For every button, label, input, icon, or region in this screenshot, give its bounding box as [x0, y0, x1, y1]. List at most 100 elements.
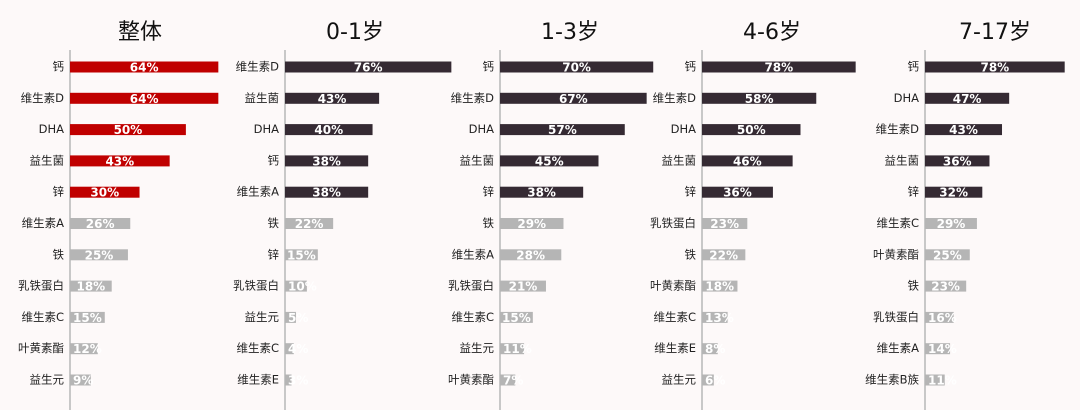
value-label: 30% [90, 186, 119, 200]
category-label: 益生菌 [662, 153, 697, 167]
category-label: 维生素C [21, 310, 64, 324]
bar [702, 343, 718, 355]
category-label: 维生素A [877, 341, 919, 355]
value-label: 50% [114, 123, 143, 137]
category-label: 维生素E [237, 373, 279, 387]
category-label: 维生素A [237, 185, 279, 199]
bar [285, 124, 373, 136]
value-label: 7% [503, 374, 523, 388]
value-label: 64% [130, 61, 159, 75]
bar [925, 61, 1065, 73]
bar [500, 155, 599, 167]
value-label: 16% [928, 311, 957, 325]
category-label: 乳铁蛋白 [233, 279, 279, 293]
bar [285, 343, 294, 355]
category-label: 叶黄素酯 [650, 279, 696, 293]
bar [702, 155, 793, 167]
bar [500, 311, 533, 323]
value-label: 21% [509, 280, 538, 294]
value-label: 45% [535, 154, 564, 168]
value-label: 78% [764, 61, 793, 75]
bar [500, 124, 625, 136]
category-label: 叶黄素酯 [18, 341, 64, 355]
value-label: 23% [931, 280, 960, 294]
value-label: 25% [85, 248, 114, 262]
bar [500, 249, 562, 261]
category-label: 维生素D [236, 60, 279, 74]
bar [285, 61, 452, 73]
category-label: 益生元 [460, 341, 495, 355]
bar [925, 343, 951, 355]
bar [70, 374, 91, 386]
bar [285, 249, 318, 261]
bar [925, 280, 967, 292]
bar [70, 280, 112, 292]
category-label: 维生素C [653, 310, 696, 324]
bar [70, 92, 219, 104]
category-label: 钙 [268, 153, 280, 167]
bar [500, 92, 647, 104]
category-label: 锌 [685, 185, 697, 199]
category-label: 益生元 [662, 373, 697, 387]
value-label: 38% [527, 186, 556, 200]
value-label: 43% [105, 154, 134, 168]
value-label: 36% [943, 154, 972, 168]
value-label: 18% [705, 280, 734, 294]
value-label: 76% [354, 61, 383, 75]
value-label: 14% [928, 342, 957, 356]
category-label: DHA [254, 122, 280, 136]
value-label: 43% [318, 92, 347, 106]
value-label: 38% [312, 154, 341, 168]
category-label: 锌 [908, 185, 920, 199]
category-label: 维生素D [451, 91, 494, 105]
value-label: 4% [288, 342, 308, 356]
value-label: 64% [130, 92, 159, 106]
value-label: 9% [73, 374, 93, 388]
panel: 整体钙 64% 维生素D 64% DHA 50% 益生菌 43% 锌 30% 维生素A 26% 铁 25%… [18, 20, 219, 410]
value-label: 12% [73, 342, 102, 356]
bar [70, 343, 98, 355]
panel-title: 7-17岁 [959, 20, 1031, 45]
bar [702, 280, 738, 292]
bar [70, 155, 170, 167]
category-label: 铁 [268, 216, 280, 230]
category-label: DHA [39, 122, 65, 136]
category-label: 维生素A [452, 247, 494, 261]
panel-title: 0-1岁 [326, 20, 384, 45]
value-label: 8% [705, 342, 725, 356]
value-label: 78% [980, 61, 1009, 75]
bar [925, 311, 954, 323]
value-label: 23% [710, 217, 739, 231]
category-label: 益生菌 [30, 153, 65, 167]
category-label: 钙 [908, 60, 920, 74]
bar [925, 92, 1010, 104]
bar [285, 218, 334, 229]
value-label: 13% [705, 311, 734, 325]
bar [500, 280, 546, 292]
value-label: 47% [953, 92, 982, 106]
bar [702, 218, 748, 229]
bar [500, 343, 525, 355]
bar [925, 218, 977, 229]
bar [500, 186, 584, 198]
bar [285, 311, 296, 323]
value-label: 40% [314, 123, 343, 137]
bar [70, 186, 140, 198]
bar [702, 311, 728, 323]
category-label: 叶黄素酯 [448, 373, 494, 387]
bar [500, 374, 516, 386]
category-label: 维生素D [21, 91, 64, 105]
bar [70, 218, 131, 229]
value-label: 43% [949, 123, 978, 137]
panel-title: 1-3岁 [541, 20, 599, 45]
panel: 4-6岁钙 78% 维生素D 58% DHA 50% 益生菌 46% 锌 36% 乳铁蛋白 23% 铁 2… [650, 20, 856, 410]
value-label: 3% [288, 374, 308, 388]
value-label: 5% [288, 311, 308, 325]
bar [285, 186, 369, 198]
bar [285, 155, 369, 167]
category-label: 乳铁蛋白 [18, 279, 64, 293]
bar [925, 155, 990, 167]
